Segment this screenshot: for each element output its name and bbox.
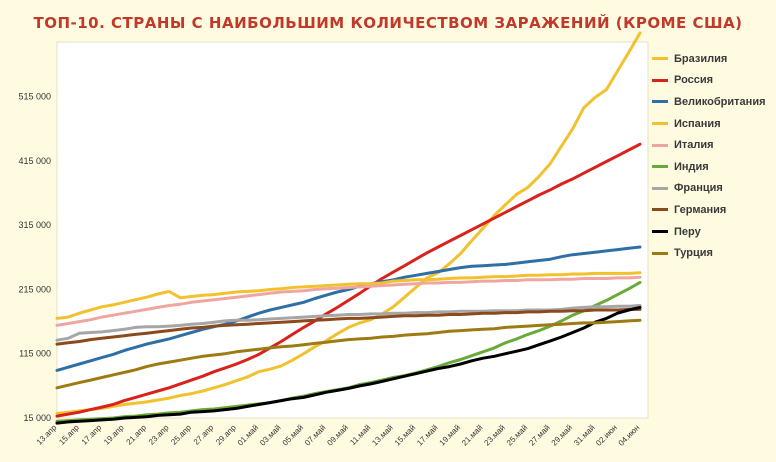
legend-item: Франция [652,178,776,200]
series-line-1 [55,142,642,418]
legend-label: Испания [674,117,721,130]
legend-label: Великобритания [674,95,766,108]
y-tick-label: 315 000 [18,220,51,230]
x-tick-label: 27.апр [192,423,216,447]
x-tick-label: 13.апр [35,423,59,447]
y-tick-label: 115 000 [19,349,51,359]
legend-swatch [652,186,668,190]
x-tick-label: 29.апр [214,423,238,447]
legend-swatch [652,165,668,169]
legend-label: Франция [674,182,723,195]
legend-swatch [652,143,668,147]
legend-swatch [652,57,668,61]
legend-swatch [652,122,668,126]
x-tick-label: 19.май [438,423,462,447]
series-line-6 [55,304,642,342]
x-tick-label: 21.апр [125,423,149,447]
series-line-3 [55,271,642,320]
legend-item: Италия [652,134,776,156]
x-tick-label: 29.май [550,423,574,447]
series-lines [55,31,642,425]
x-tick-label: 15.апр [57,423,81,447]
legend-item: Великобритания [652,91,776,113]
series-line-2 [55,245,642,372]
series-line-0 [55,31,642,415]
legend-swatch [652,78,668,82]
x-tick-label: 01.май [236,423,260,447]
x-tick-label: 09.май [325,423,349,447]
legend-label: Италия [674,139,714,152]
x-tick-label: 11.май [348,423,372,447]
series-line-9 [55,318,642,390]
legend-item: Индия [652,156,776,178]
legend-label: Турция [674,247,713,260]
y-axis: 15 000 115 000 215 000 315 000 415 000 515 00… [18,92,51,423]
x-tick-label: 03.май [258,423,282,447]
x-tick-label: 02.июн [594,423,619,448]
legend-swatch [652,208,668,212]
x-tick-label: 17.май [415,423,439,447]
x-tick-label: 27.май [527,423,551,447]
x-tick-label: 19.апр [102,423,126,447]
series-line-7 [55,307,642,346]
y-tick-label: 415 000 [18,156,51,166]
x-tick-label: 25.апр [169,423,193,447]
legend-swatch [652,230,668,234]
x-tick-label: 23.май [482,423,506,447]
x-axis: 13.апр15.апр17.апр19.апр21.апр23.апр25.а… [35,423,642,448]
y-tick-label: 215 000 [18,284,51,294]
chart-title: ТОП-10. СТРАНЫ С НАИБОЛЬШИМ КОЛИЧЕСТВОМ … [33,14,743,32]
x-tick-label: 17.апр [80,423,104,447]
legend-label: Германия [674,203,727,216]
legend-item: Турция [652,242,776,264]
legend-swatch [652,100,668,104]
legend-label: Бразилия [674,52,728,65]
legend-swatch [652,251,668,255]
legend: Бразилия Россия Великобритания Испания Итали… [652,48,776,264]
x-tick-label: 31.май [572,423,596,447]
legend-label: Индия [674,160,709,173]
legend-label: Россия [674,74,714,87]
x-tick-label: 05.май [281,423,305,447]
x-tick-label: 21.май [460,423,484,447]
legend-item: Германия [652,199,776,221]
series-line-4 [55,275,642,327]
legend-label: Перу [674,225,701,238]
x-tick-label: 25.май [505,423,529,447]
y-tick-label: 515 000 [18,92,51,102]
x-tick-label: 23.апр [147,423,171,447]
legend-item: Бразилия [652,48,776,70]
x-tick-label: 04.июн [617,423,642,448]
x-tick-label: 15.май [393,423,417,447]
series-line-8 [55,305,642,425]
y-tick-label: 15 000 [23,413,51,423]
x-tick-label: 13.май [370,423,394,447]
x-tick-label: 07.май [303,423,327,447]
legend-item: Россия [652,70,776,92]
legend-item: Перу [652,221,776,243]
legend-item: Испания [652,113,776,135]
